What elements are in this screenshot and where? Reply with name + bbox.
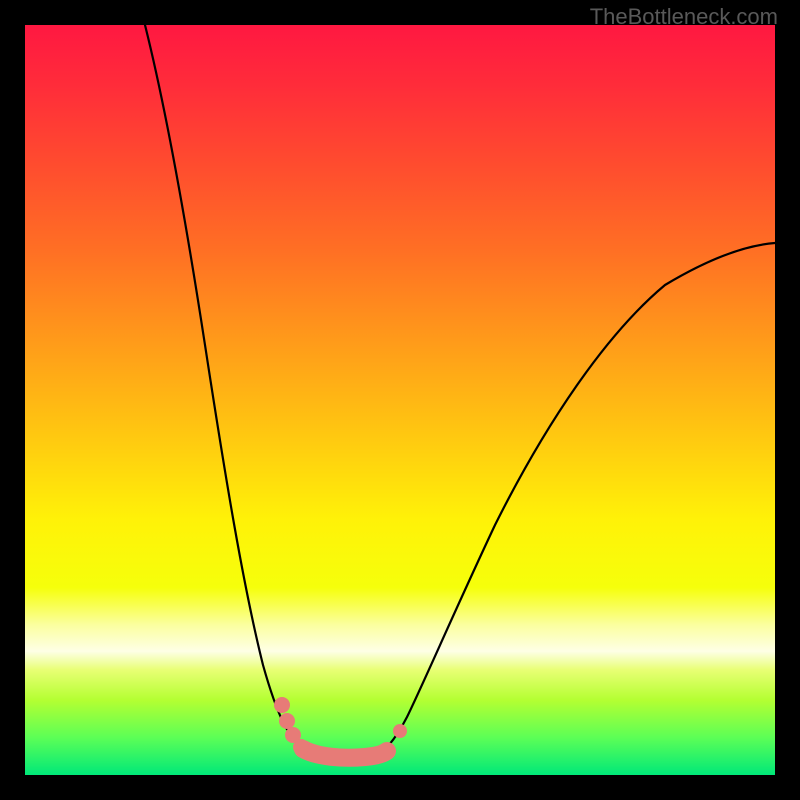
trough-marker-dot xyxy=(274,697,290,713)
plot-area xyxy=(25,25,775,775)
trough-marker-dot xyxy=(393,724,407,738)
curve-layer xyxy=(25,25,775,775)
bottleneck-curve xyxy=(145,25,775,755)
trough-marker-dot xyxy=(293,739,309,755)
watermark-text: TheBottleneck.com xyxy=(590,4,778,30)
chart-frame: TheBottleneck.com xyxy=(0,0,800,800)
trough-marker-dot xyxy=(279,713,295,729)
trough-highlight-lobe xyxy=(303,749,387,758)
